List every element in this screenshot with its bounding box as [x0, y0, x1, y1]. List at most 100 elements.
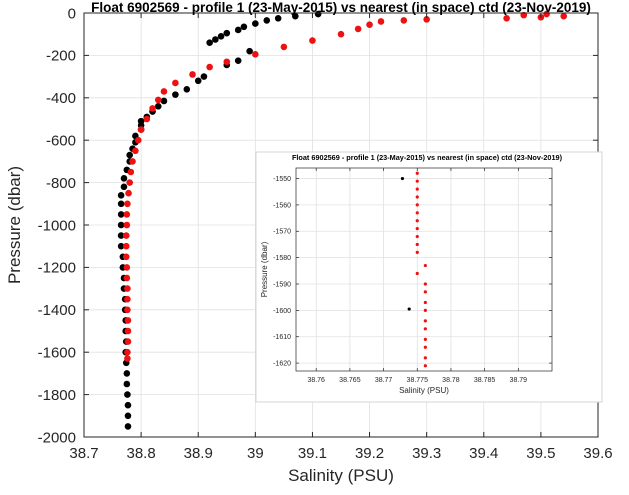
main-y-tick-label: -2000 [38, 429, 76, 446]
main-data-point [183, 86, 191, 93]
inset-y-tick-label: -1590 [273, 281, 291, 288]
inset-plot-area [296, 168, 552, 371]
main-data-point [137, 126, 145, 133]
main-data-point [132, 147, 139, 155]
inset-data-point [415, 211, 419, 215]
main-data-point [263, 17, 271, 24]
main-x-tick-label: 39.2 [355, 445, 384, 462]
main-data-point [354, 25, 362, 33]
main-data-point [149, 105, 156, 112]
main-data-point [122, 253, 130, 261]
inset-y-tick-label: -1580 [273, 255, 291, 262]
main-data-point [223, 58, 231, 66]
main-data-point [217, 33, 225, 40]
main-data-point [123, 380, 131, 388]
main-x-tick-label: 39.4 [469, 445, 498, 462]
inset-data-point [423, 300, 427, 305]
main-data-point [212, 36, 219, 43]
main-data-point [274, 14, 282, 22]
main-data-point [189, 71, 196, 78]
inset-x-tick-label: 38.76 [307, 377, 325, 384]
inset-data-point [415, 242, 419, 247]
main-y-tick-label: -400 [46, 90, 76, 107]
main-data-point [206, 39, 213, 46]
main-y-tick-label: -200 [46, 48, 76, 65]
inset-data-point [423, 263, 427, 268]
inset-x-tick-label: 38.775 [407, 377, 429, 384]
main-y-tick-label: -1600 [38, 344, 76, 361]
main-data-point [280, 43, 288, 51]
main-data-point [314, 10, 322, 18]
inset-title: Float 6902569 - profile 1 (23-May-2015) … [292, 153, 563, 162]
main-data-point [292, 12, 299, 20]
main-data-point [154, 102, 162, 110]
main-data-point [122, 232, 130, 239]
main-title: Float 6902569 - profile 1 (23-May-2015) … [91, 0, 591, 15]
inset-data-point [423, 290, 427, 294]
main-x-axis-label: Salinity (PSU) [288, 466, 394, 485]
main-data-point [124, 295, 131, 303]
main-data-point [124, 200, 131, 208]
main-y-tick-label: -1200 [38, 260, 76, 277]
main-data-point [123, 221, 131, 229]
main-data-point [172, 91, 179, 98]
inset-data-point [423, 308, 427, 312]
inset-data-point [423, 356, 427, 360]
main-y-tick-label: -800 [46, 175, 76, 192]
main-data-point [234, 57, 242, 64]
inset-x-tick-label: 38.77 [375, 377, 393, 384]
main-data-point [377, 18, 385, 25]
main-data-point [127, 168, 135, 176]
inset-y-tick-label: -1600 [273, 308, 291, 315]
main-data-point [160, 88, 168, 95]
main-y-tick-label: -1400 [38, 302, 76, 319]
inset-data-point [415, 179, 419, 183]
inset-data-point [415, 234, 419, 239]
main-data-point [154, 96, 162, 104]
main-x-tick-label: 38.9 [184, 445, 213, 462]
inset-data-point [415, 171, 419, 175]
main-data-point [124, 327, 132, 335]
main-data-point [123, 274, 131, 282]
main-data-point [503, 14, 510, 22]
main-data-point [117, 200, 125, 208]
inset-y-tick-label: -1610 [273, 334, 291, 341]
inset-x-tick-label: 38.765 [339, 377, 361, 384]
main-data-point [120, 175, 128, 182]
main-data-point [123, 264, 131, 271]
main-y-tick-label: -600 [46, 132, 76, 149]
main-data-point [423, 16, 430, 23]
main-data-point [126, 179, 133, 186]
main-data-point [337, 30, 345, 38]
inset-data-point [415, 271, 419, 276]
main-data-point [252, 20, 259, 27]
main-data-point [234, 26, 242, 34]
main-data-point [126, 151, 133, 159]
inset-axes-box [295, 167, 553, 372]
main-data-point [543, 10, 550, 18]
inset-data-point [415, 187, 419, 191]
main-data-point [117, 192, 125, 199]
inset-data-point [407, 307, 411, 311]
main-data-point [206, 63, 213, 71]
inset-data-point [423, 364, 427, 368]
main-data-point [124, 306, 131, 314]
inset-data-point [415, 250, 419, 254]
inset-data-point [423, 319, 427, 323]
inset-series-1 [415, 171, 427, 368]
main-data-point [252, 51, 259, 58]
main-data-point [117, 232, 125, 239]
main-data-point [117, 221, 125, 229]
inset-x-axis-label: Salinity (PSU) [399, 386, 449, 395]
inset-data-point [415, 227, 419, 231]
main-data-point [117, 211, 125, 218]
main-x-tick-label: 39.5 [526, 445, 555, 462]
main-data-point [124, 412, 132, 420]
inset-data-point [423, 337, 427, 341]
main-data-point [160, 97, 168, 105]
inset-x-tick-label: 38.79 [510, 377, 528, 384]
main-data-point [124, 348, 131, 356]
main-data-point [124, 401, 132, 409]
inset-series-0 [400, 176, 411, 311]
